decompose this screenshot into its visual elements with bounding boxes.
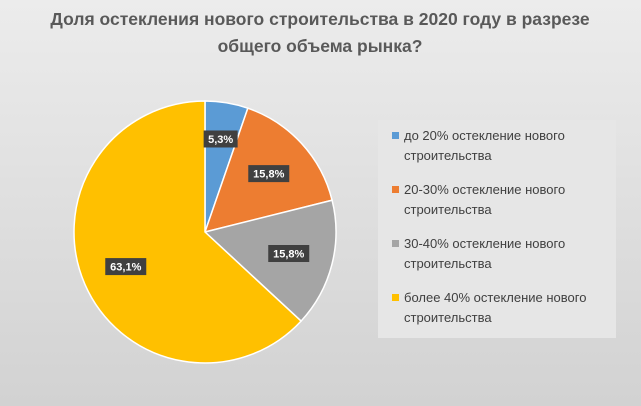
legend-label: более 40% остекление нового строительств… (404, 290, 587, 325)
data-label-4: 63,1% (110, 262, 141, 274)
legend-label: 30-40% остекление нового строительства (404, 236, 566, 271)
legend-label: 20-30% остекление нового строительства (404, 182, 566, 217)
legend-swatch (392, 240, 399, 247)
legend-swatch (392, 132, 399, 139)
pie-data-labels: 5,3% 15,8% 15,8% 63,1% (105, 130, 310, 276)
legend-item-1: до 20% остекление нового строительства (392, 126, 608, 180)
data-label-3: 15,8% (273, 249, 304, 261)
legend-swatch (392, 186, 399, 193)
legend-item-3: 30-40% остекление нового строительства (392, 234, 608, 288)
chart-title: Доля остекления нового строительства в 2… (50, 9, 590, 56)
legend-item-4: более 40% остекление нового строительств… (392, 288, 608, 342)
data-label-1: 5,3% (208, 134, 233, 146)
data-label-bg-2 (248, 165, 290, 183)
pie-slices (73, 100, 337, 364)
data-label-bg-4 (105, 258, 147, 276)
data-label-bg-3 (268, 245, 310, 263)
legend-swatch (392, 294, 399, 301)
pie-slice-4 (73, 100, 303, 364)
legend-item-2: 20-30% остекление нового строительства (392, 180, 608, 234)
legend-label: до 20% остекление нового строительства (404, 128, 565, 163)
legend: до 20% остекление нового строительства 20… (378, 120, 616, 338)
data-label-bg-1 (203, 130, 238, 148)
data-label-2: 15,8% (253, 169, 284, 181)
